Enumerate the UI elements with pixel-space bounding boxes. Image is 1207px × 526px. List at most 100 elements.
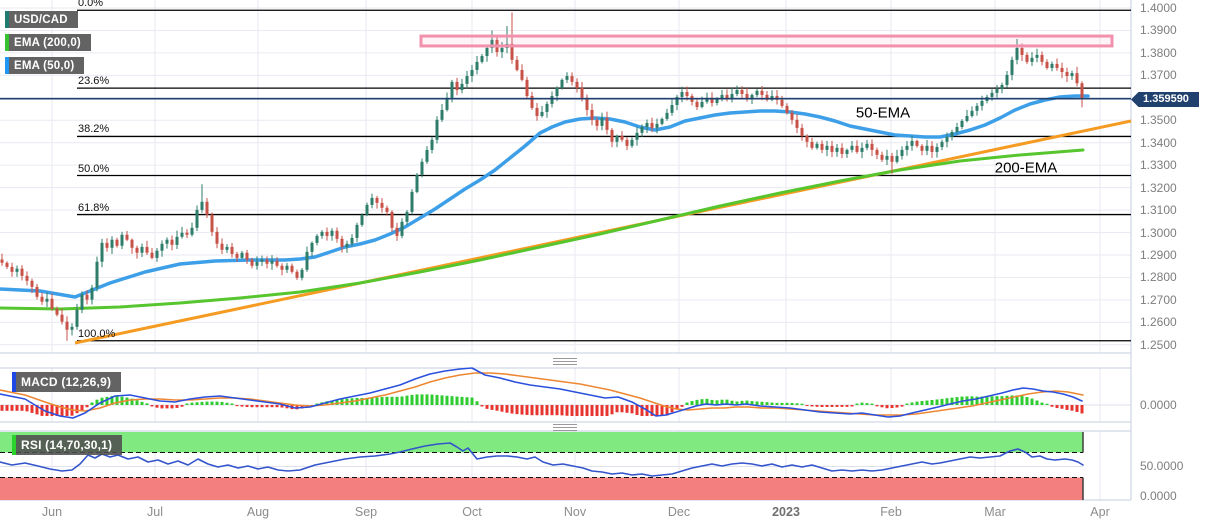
candle-body — [990, 92, 994, 97]
candle-body — [460, 83, 464, 90]
price-axis-label: 1.2900 — [1140, 247, 1177, 262]
macd-histogram-bar — [20, 405, 24, 411]
candle-body — [675, 96, 679, 105]
price-axis-label: 1.2700 — [1140, 292, 1177, 307]
candle-body — [235, 253, 239, 258]
candle-body — [270, 260, 274, 264]
panel-resize-grip-macd[interactable] — [553, 358, 577, 365]
candle-body — [410, 191, 414, 212]
macd-histogram-bar — [770, 402, 774, 405]
candle-body — [485, 47, 489, 57]
macd-histogram-bar — [835, 405, 839, 407]
candle-body — [105, 242, 109, 248]
macd-histogram-bar — [1050, 405, 1054, 407]
macd-histogram-bar — [60, 405, 64, 416]
candle-body — [65, 321, 69, 330]
price-axis-label: 1.3300 — [1140, 158, 1177, 173]
macd-histogram-bar — [360, 398, 364, 405]
candle-body — [20, 268, 24, 276]
macd-histogram-bar — [930, 400, 934, 405]
pair-badge[interactable]: USD/CAD — [5, 11, 78, 28]
ema50-badge[interactable]: EMA (50,0) — [5, 57, 85, 74]
macd-histogram-bar — [950, 397, 954, 405]
candle-body — [870, 143, 874, 150]
candle-body — [430, 139, 434, 150]
candle-body — [335, 230, 339, 239]
x-axis-month-label: Jun — [41, 505, 63, 519]
macd-histogram-bar — [95, 399, 99, 405]
candle-body — [510, 43, 514, 60]
macd-histogram-bar — [565, 405, 569, 416]
rsi-badge[interactable]: RSI (14,70,30,1) — [12, 435, 123, 455]
macd-histogram-bar — [130, 398, 134, 405]
macd-histogram-bar — [160, 405, 164, 409]
macd-histogram-bar — [860, 402, 864, 405]
ema200-line — [0, 148, 1085, 311]
macd-signal-line — [0, 372, 1084, 416]
candle-body — [355, 224, 359, 238]
candle-body — [480, 56, 484, 62]
ema200-badge[interactable]: EMA (200,0) — [5, 34, 91, 51]
candle-body — [400, 221, 404, 236]
candle-body — [180, 232, 184, 237]
x-axis-month-label: Apr — [1090, 505, 1110, 519]
macd-histogram-bar — [175, 405, 179, 408]
candle-body — [160, 243, 164, 251]
candle-body — [710, 97, 714, 103]
macd-histogram-bar — [205, 401, 209, 405]
macd-histogram-bar — [560, 405, 564, 416]
candle-body — [10, 266, 14, 272]
candle-body — [365, 204, 369, 215]
candle-body — [910, 140, 914, 146]
x-axis-month-label: Jul — [147, 505, 163, 519]
candle-body — [950, 131, 954, 137]
macd-histogram-bar — [810, 405, 814, 407]
candle-body — [555, 87, 559, 97]
macd-histogram-bar — [75, 405, 79, 414]
macd-histogram-bar — [915, 401, 919, 405]
candle-body — [830, 145, 834, 152]
candle-body — [785, 105, 789, 113]
macd-histogram-bar — [680, 405, 684, 407]
resistance-zone — [419, 34, 1114, 48]
candle-body — [890, 155, 894, 162]
candle-body — [545, 103, 549, 112]
candle-body — [650, 122, 654, 128]
macd-histogram-bar — [625, 405, 629, 413]
candle-body — [140, 246, 144, 253]
macd-histogram-bar — [1010, 395, 1014, 405]
candle-body — [265, 259, 269, 264]
fib-level-label: 23.6% — [78, 75, 110, 88]
panel-resize-grip-rsi[interactable] — [553, 424, 577, 431]
macd-histogram-bar — [445, 395, 449, 405]
macd-histogram-bar — [1020, 395, 1024, 405]
candle-body — [35, 286, 39, 297]
candle-body — [820, 143, 824, 150]
candle-body — [610, 129, 614, 142]
candle-body — [275, 260, 279, 266]
candle-body — [1060, 67, 1064, 72]
macd-badge[interactable]: MACD (12,26,9) — [12, 372, 122, 392]
candle-body — [145, 246, 149, 253]
macd-histogram-bar — [900, 405, 904, 407]
candle-body — [330, 230, 334, 236]
candle-body — [715, 98, 719, 103]
candle-body — [1005, 74, 1009, 86]
candle-body — [640, 127, 644, 133]
macd-histogram-bar — [115, 395, 119, 405]
macd-histogram-bar — [455, 396, 459, 405]
candle-body — [795, 119, 799, 128]
candle-body — [125, 234, 129, 240]
candle-body — [490, 39, 494, 48]
candle-body — [635, 132, 639, 140]
candle-body — [135, 247, 139, 253]
candle-body — [925, 145, 929, 151]
candle-body — [855, 145, 859, 152]
macd-histogram-bar — [665, 405, 669, 416]
candle-body — [645, 122, 649, 128]
macd-histogram-bar — [855, 403, 859, 405]
price-axis-label: 1.3000 — [1140, 225, 1177, 240]
candle-body — [700, 101, 704, 108]
macd-histogram-bar — [155, 405, 159, 408]
